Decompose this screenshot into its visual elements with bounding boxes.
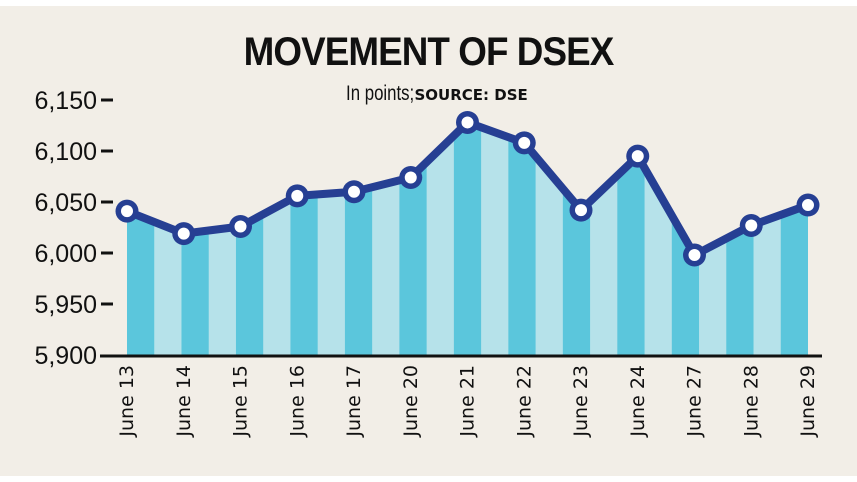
y-tick-label: 6,000 (34, 240, 97, 268)
x-tick-label: June 29 (797, 365, 819, 438)
x-tick-label: June 17 (343, 365, 365, 438)
data-point-center (575, 204, 587, 217)
x-tick-label: June 16 (286, 365, 308, 438)
x-tick-label: June 28 (740, 365, 762, 438)
chart-subtitle: In points;SOURCE: DSE (0, 82, 857, 106)
data-point-center (404, 171, 417, 184)
data-point-center (688, 249, 701, 262)
x-tick-label: June 13 (116, 365, 138, 438)
x-tick-label: June 22 (513, 365, 535, 438)
x-tick-label: June 24 (627, 365, 649, 438)
data-point-center (745, 219, 758, 232)
x-tick-label: June 20 (400, 365, 422, 438)
data-point-center (348, 185, 360, 198)
y-tick-label: 6,150 (34, 87, 97, 115)
y-tick-label: 5,950 (34, 291, 97, 319)
y-tick-label: 5,900 (34, 342, 97, 370)
x-tick-label: June 15 (230, 365, 252, 438)
data-point-center (631, 150, 644, 163)
subtitle-unit: In points; (346, 82, 415, 105)
chart-title: MOVEMENT OF DSEX (243, 30, 615, 74)
data-point-center (291, 189, 304, 202)
data-point-center (234, 220, 247, 233)
x-tick-label: June 14 (173, 365, 195, 438)
x-tick-label: June 21 (457, 365, 479, 438)
x-tick-label: June 23 (570, 365, 592, 438)
data-point-center (461, 116, 474, 129)
subtitle-source: SOURCE: DSE (414, 86, 528, 104)
x-tick-label: June 27 (684, 365, 706, 438)
data-point-center (121, 205, 133, 218)
y-tick-label: 6,100 (34, 138, 97, 166)
data-point-center (518, 136, 531, 149)
data-point-center (177, 227, 190, 240)
y-tick-label: 6,050 (34, 189, 97, 217)
data-point-center (802, 199, 814, 212)
